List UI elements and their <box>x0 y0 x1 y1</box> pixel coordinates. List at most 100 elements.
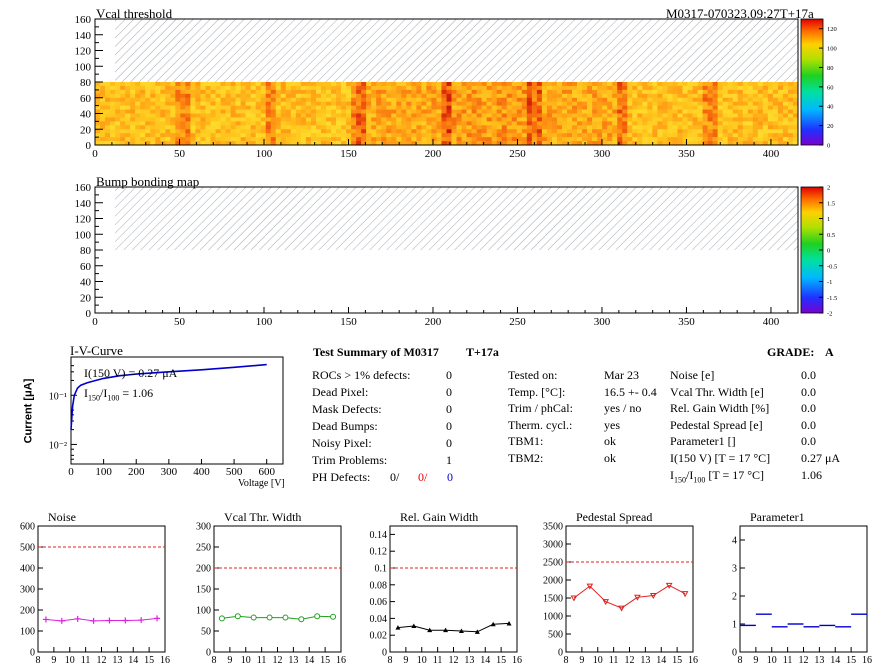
heatmap-cell <box>662 85 668 91</box>
heatmap-cell <box>772 97 779 102</box>
heatmap-cell <box>320 89 327 95</box>
heatmap-cell <box>727 93 734 99</box>
heatmap-cell <box>436 129 442 134</box>
heatmap-cell <box>431 101 437 106</box>
heatmap-cell <box>336 121 342 126</box>
heatmap-cell <box>416 121 422 126</box>
heatmap-cell <box>647 82 653 87</box>
heatmap-cell <box>521 133 528 138</box>
heatmap-cell <box>401 137 407 142</box>
param-value: 0.0 <box>801 401 816 415</box>
heatmap-cell <box>341 141 347 146</box>
heatmap-cell <box>551 97 558 102</box>
heatmap-cell <box>295 117 302 122</box>
heatmap-cell <box>642 109 648 114</box>
heatmap-cell <box>692 137 698 142</box>
heatmap-cell <box>762 113 769 118</box>
heatmap-cell <box>582 117 588 122</box>
heatmap-cell <box>531 133 538 138</box>
heatmap-cell <box>135 113 141 118</box>
heatmap-cell <box>285 89 292 95</box>
heatmap-cell <box>612 97 618 102</box>
heatmap-cell <box>607 125 613 130</box>
heatmap-cell <box>381 85 387 91</box>
heatmap-cell <box>95 141 101 146</box>
x-tick-label: 13 <box>464 655 474 666</box>
heatmap-cell <box>717 129 723 134</box>
heatmap-cell <box>195 85 201 91</box>
heatmap-cell <box>722 109 728 114</box>
heatmap-cell <box>391 82 397 87</box>
heatmap-cell <box>526 117 533 122</box>
heatmap-cell <box>657 113 663 118</box>
heatmap-cell <box>240 137 246 142</box>
heatmap-cell <box>285 101 292 106</box>
heatmap-cell <box>561 105 568 110</box>
x-tick-label: 400 <box>763 316 780 328</box>
heatmap-cell <box>627 121 633 126</box>
heatmap-cell <box>587 121 593 126</box>
heatmap-cell <box>115 121 121 126</box>
heatmap-cell <box>667 101 673 106</box>
heatmap-cell <box>677 137 683 142</box>
heatmap-cell <box>637 97 643 102</box>
heatmap-cell <box>772 101 779 106</box>
heatmap-cell <box>486 133 492 138</box>
heatmap-cell <box>506 117 513 122</box>
heatmap-cell <box>617 141 623 146</box>
z-tick-label: 0 <box>827 248 830 255</box>
heatmap-cell <box>456 125 462 130</box>
heatmap-cell <box>411 141 417 146</box>
heatmap-cell <box>752 105 759 110</box>
x-tick-label: 10 <box>65 655 75 666</box>
heatmap-cell <box>677 97 683 102</box>
x-tick-label: 200 <box>425 148 442 160</box>
heatmap-cell <box>381 133 387 138</box>
heatmap-cell <box>140 141 146 146</box>
heatmap-cell <box>792 133 799 138</box>
heatmap-cell <box>471 109 477 114</box>
heatmap-cell <box>145 105 151 110</box>
heatmap-cell <box>205 97 211 102</box>
x-tick-label: 9 <box>403 655 408 666</box>
heatmap-cell <box>476 105 482 110</box>
y-tick-label: 40 <box>80 109 92 121</box>
heatmap-cell <box>426 85 432 91</box>
heatmap-cell <box>185 117 191 122</box>
heatmap-cell <box>130 117 136 122</box>
heatmap-cell <box>341 137 347 142</box>
heatmap-cell <box>105 141 111 146</box>
heatmap-cell <box>737 97 744 102</box>
heatmap-cell <box>310 129 317 134</box>
heatmap-cell <box>546 109 553 114</box>
heatmap-cell <box>717 97 723 102</box>
heatmap-cell <box>757 101 764 106</box>
heatmap-cell <box>235 121 241 126</box>
info-value: 16.5 +- 0.4 <box>604 384 657 399</box>
heatmap-cell <box>265 105 272 110</box>
heatmap-cell <box>225 137 231 142</box>
heatmap-cell <box>130 121 136 126</box>
heatmap-cell <box>190 85 196 91</box>
y-tick-label: 1000 <box>543 612 563 623</box>
heatmap-cell <box>657 97 663 102</box>
heatmap-cell <box>195 141 201 146</box>
heatmap-cell <box>371 82 377 87</box>
heatmap-cell <box>486 105 492 110</box>
heatmap-cell <box>521 141 528 146</box>
heatmap-cell <box>310 125 317 130</box>
heatmap-cell <box>732 117 739 122</box>
heatmap-cell <box>371 129 377 134</box>
heatmap-cell <box>315 133 322 138</box>
heatmap-cell <box>215 93 221 99</box>
heatmap-cell <box>431 133 437 138</box>
heatmap-cell <box>190 125 196 130</box>
heatmap-cell <box>155 105 161 110</box>
heatmap-cell <box>526 141 533 146</box>
iv-x-tick-label: 300 <box>161 466 178 478</box>
heatmap-cell <box>567 82 573 87</box>
heatmap-cell <box>556 97 563 102</box>
x-tick-label: 100 <box>256 316 273 328</box>
heatmap-cell <box>491 85 498 91</box>
y-tick-label: 60 <box>80 93 92 105</box>
